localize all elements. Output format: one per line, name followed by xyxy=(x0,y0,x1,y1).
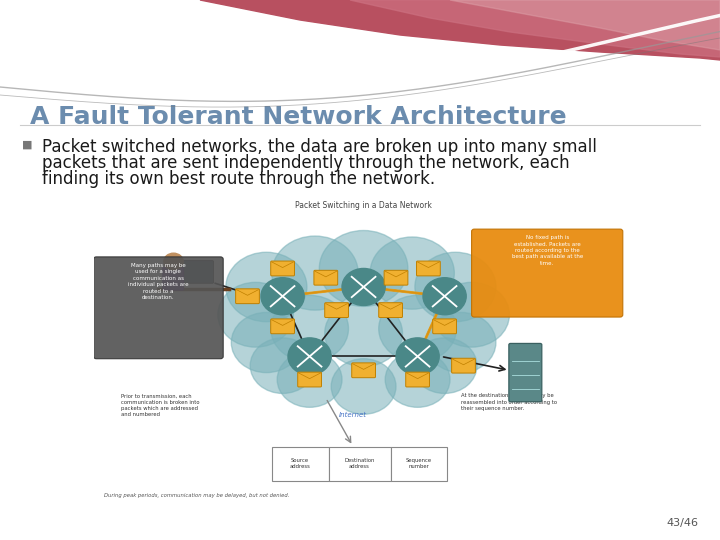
Polygon shape xyxy=(200,0,720,60)
Circle shape xyxy=(164,253,183,270)
Polygon shape xyxy=(350,0,720,57)
FancyBboxPatch shape xyxy=(406,372,430,387)
Circle shape xyxy=(385,352,450,407)
FancyBboxPatch shape xyxy=(472,229,623,317)
Text: packets that are sent independently through the network, each: packets that are sent independently thro… xyxy=(42,154,570,172)
FancyBboxPatch shape xyxy=(271,261,294,276)
Circle shape xyxy=(272,236,359,310)
Circle shape xyxy=(379,295,456,362)
Circle shape xyxy=(342,268,385,306)
Text: Many paths may be
used for a single
communication as
individual packets are
rout: Many paths may be used for a single comm… xyxy=(128,263,189,300)
FancyBboxPatch shape xyxy=(509,343,541,402)
Circle shape xyxy=(413,338,477,394)
FancyBboxPatch shape xyxy=(181,261,213,284)
Text: A Fault Tolerant Network Architecture: A Fault Tolerant Network Architecture xyxy=(30,105,567,129)
Circle shape xyxy=(415,252,496,322)
Text: Packet Switching in a Data Network: Packet Switching in a Data Network xyxy=(295,201,432,211)
FancyBboxPatch shape xyxy=(272,447,328,481)
FancyBboxPatch shape xyxy=(314,271,338,285)
Text: ■: ■ xyxy=(22,140,32,150)
FancyBboxPatch shape xyxy=(328,447,391,481)
Circle shape xyxy=(277,352,342,407)
Circle shape xyxy=(218,282,294,347)
FancyBboxPatch shape xyxy=(433,319,456,334)
Text: 43/46: 43/46 xyxy=(666,518,698,528)
Text: Source
address: Source address xyxy=(289,458,310,469)
Circle shape xyxy=(370,237,454,309)
Text: Sequence
number: Sequence number xyxy=(406,458,432,469)
Text: Internet: Internet xyxy=(339,412,366,418)
FancyBboxPatch shape xyxy=(163,267,184,290)
FancyBboxPatch shape xyxy=(417,261,441,276)
Text: During peak periods, communication may be delayed, but not denied.: During peak periods, communication may b… xyxy=(104,493,289,498)
Circle shape xyxy=(396,338,439,375)
Circle shape xyxy=(426,313,496,373)
Text: At the destination, packets may be
reassembled into order according to
their seq: At the destination, packets may be reass… xyxy=(461,394,557,411)
Text: finding its own best route through the network.: finding its own best route through the n… xyxy=(42,170,435,188)
Circle shape xyxy=(320,231,408,306)
Text: Packet switched networks, the data are broken up into many small: Packet switched networks, the data are b… xyxy=(42,138,597,156)
Circle shape xyxy=(325,300,402,367)
Circle shape xyxy=(288,338,331,375)
Circle shape xyxy=(433,282,510,347)
Circle shape xyxy=(331,359,396,414)
FancyBboxPatch shape xyxy=(391,447,447,481)
FancyBboxPatch shape xyxy=(325,303,348,318)
Text: No fixed path is
established. Packets are
routed according to the
best path avai: No fixed path is established. Packets ar… xyxy=(512,235,582,266)
Circle shape xyxy=(423,278,467,315)
FancyBboxPatch shape xyxy=(94,257,223,359)
FancyBboxPatch shape xyxy=(379,303,402,318)
Text: Destination
address: Destination address xyxy=(344,458,374,469)
FancyBboxPatch shape xyxy=(451,358,475,373)
FancyBboxPatch shape xyxy=(235,289,259,303)
FancyBboxPatch shape xyxy=(352,363,376,377)
Circle shape xyxy=(271,295,348,362)
FancyBboxPatch shape xyxy=(384,271,408,285)
FancyBboxPatch shape xyxy=(298,372,322,387)
Circle shape xyxy=(226,252,307,322)
Circle shape xyxy=(251,338,315,394)
Circle shape xyxy=(261,278,305,315)
Polygon shape xyxy=(450,0,720,50)
Circle shape xyxy=(231,313,302,373)
Text: Prior to transmission, each
communication is broken into
packets which are addre: Prior to transmission, each communicatio… xyxy=(121,394,199,417)
FancyBboxPatch shape xyxy=(271,319,294,334)
